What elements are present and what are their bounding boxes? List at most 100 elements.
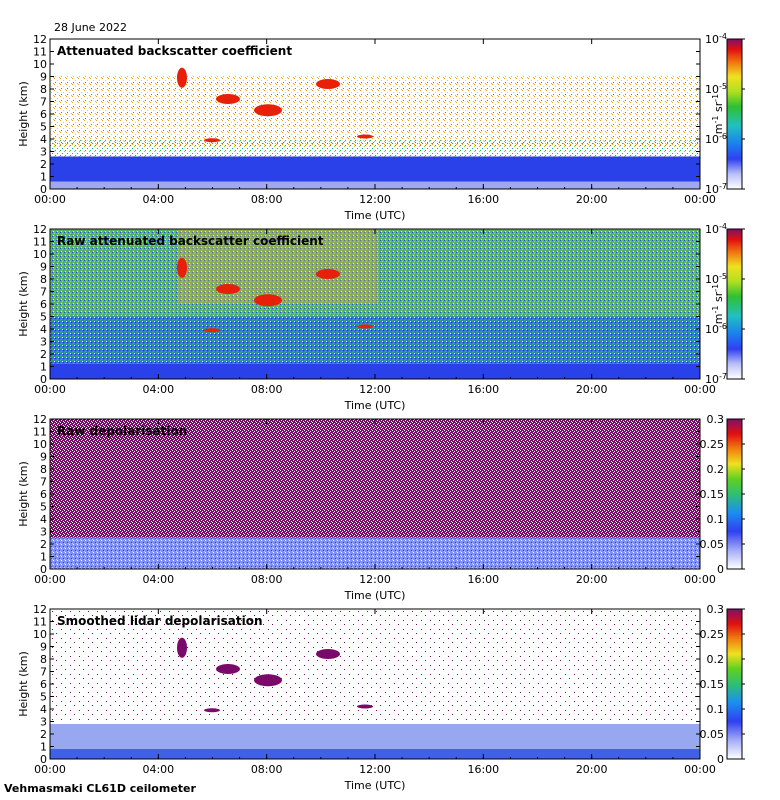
y-tick-label: 11	[33, 616, 47, 629]
x-tick-label: 00:00	[34, 573, 66, 586]
cloud-feature	[254, 674, 282, 687]
colorbar-unit-part: -1	[711, 94, 720, 102]
x-tick-label: 04:00	[142, 193, 174, 206]
panel-title: Raw depolarisation	[57, 424, 187, 438]
cloud-feature	[357, 704, 373, 709]
colorbar-tick-label: 0.3	[707, 413, 725, 426]
x-tick-label: 16:00	[467, 763, 499, 776]
x-tick-label: 16:00	[467, 573, 499, 586]
depol-noise	[50, 419, 700, 538]
x-tick-label: 00:00	[34, 763, 66, 776]
aerosol-speckle	[50, 76, 700, 146]
colorbar-tick-exponent: -4	[719, 222, 727, 231]
x-tick-label: 08:00	[251, 573, 283, 586]
x-tick-label: 04:00	[142, 573, 174, 586]
cloud-feature	[254, 294, 282, 307]
y-axis-label: Height (km)	[17, 461, 30, 527]
colorbar-tick-label: 0.15	[700, 488, 725, 501]
y-tick-label: 2	[40, 728, 47, 741]
x-tick-label: 12:00	[359, 193, 391, 206]
cloud-feature	[204, 708, 220, 713]
colorbar-unit-part: m	[712, 314, 725, 325]
y-tick-label: 9	[40, 261, 47, 274]
cloud-feature	[216, 284, 240, 294]
cloud-feature	[204, 138, 220, 143]
colorbar-tick-label: 0.25	[700, 438, 725, 451]
footer-label: Vehmasmaki CL61D ceilometer	[4, 782, 196, 795]
y-tick-label: 10	[33, 58, 47, 71]
y-tick-label: 12	[33, 603, 47, 616]
y-tick-label: 12	[33, 413, 47, 426]
y-tick-label: 5	[40, 311, 47, 324]
colorbar	[726, 228, 743, 380]
y-axis-label: Height (km)	[17, 651, 30, 717]
x-axis-label: Time (UTC)	[344, 779, 406, 792]
colorbar-tick-label: 0.25	[700, 628, 725, 641]
x-tick-label: 00:00	[684, 573, 716, 586]
y-tick-label: 8	[40, 83, 47, 96]
colorbar-unit-label: m-1 sr-1	[711, 284, 725, 324]
y-tick-label: 5	[40, 501, 47, 514]
x-tick-label: 20:00	[576, 383, 608, 396]
colorbar-tick-exponent: -5	[719, 82, 727, 91]
y-axis-label: Height (km)	[17, 271, 30, 337]
colorbar-tick-label: 0.2	[707, 653, 725, 666]
y-tick-label: 3	[40, 146, 47, 159]
y-tick-label: 6	[40, 298, 47, 311]
x-tick-label: 20:00	[576, 573, 608, 586]
colorbar-tick-label: 10	[705, 323, 719, 336]
x-tick-label: 16:00	[467, 193, 499, 206]
cloud-feature	[254, 104, 282, 117]
colorbar-tick-label: 10	[705, 133, 719, 146]
cloud-feature	[357, 134, 373, 139]
colorbar-tick-label: 10	[705, 223, 719, 236]
date-label: 28 June 2022	[54, 21, 127, 34]
y-tick-label: 7	[40, 476, 47, 489]
y-tick-label: 4	[40, 133, 47, 146]
y-tick-label: 7	[40, 286, 47, 299]
colorbar-tick-label: 0.2	[707, 463, 725, 476]
colorbar-unit-part: sr	[712, 101, 725, 115]
y-tick-label: 9	[40, 71, 47, 84]
cloud-feature	[357, 324, 373, 329]
colorbar-tick-label: 0.05	[700, 728, 725, 741]
x-tick-label: 20:00	[576, 763, 608, 776]
colorbar-unit-part: -1	[711, 306, 720, 314]
x-tick-label: 12:00	[359, 573, 391, 586]
y-tick-label: 1	[40, 551, 47, 564]
colorbar	[726, 418, 743, 570]
y-tick-label: 12	[33, 33, 47, 46]
x-tick-label: 00:00	[684, 193, 716, 206]
x-tick-label: 08:00	[251, 763, 283, 776]
colorbar-tick-exponent: -6	[719, 132, 727, 141]
depol-low	[50, 537, 700, 569]
y-tick-label: 10	[33, 248, 47, 261]
colorbar	[726, 38, 743, 190]
y-tick-label: 3	[40, 336, 47, 349]
y-tick-label: 10	[33, 628, 47, 641]
cloud-region	[178, 229, 378, 304]
y-tick-label: 3	[40, 716, 47, 729]
y-tick-label: 2	[40, 348, 47, 361]
colorbar-tick-label: 10	[705, 273, 719, 286]
colorbar-tick-label: 0.1	[707, 703, 725, 716]
y-tick-label: 10	[33, 438, 47, 451]
colorbar-tick-label: 0	[717, 563, 724, 576]
colorbar-unit-part: -1	[711, 116, 720, 124]
y-tick-label: 4	[40, 703, 47, 716]
y-tick-label: 0	[40, 373, 47, 386]
y-tick-label: 8	[40, 653, 47, 666]
colorbar-tick-exponent: -4	[719, 32, 727, 41]
y-tick-label: 2	[40, 158, 47, 171]
depol-sparse	[50, 609, 700, 722]
x-tick-label: 00:00	[34, 383, 66, 396]
y-tick-label: 0	[40, 183, 47, 196]
y-tick-label: 6	[40, 488, 47, 501]
y-tick-label: 6	[40, 678, 47, 691]
y-tick-label: 7	[40, 96, 47, 109]
colorbar-unit-part: -1	[711, 284, 720, 292]
colorbar-tick-label: 10	[705, 183, 719, 196]
y-axis-label: Height (km)	[17, 81, 30, 147]
